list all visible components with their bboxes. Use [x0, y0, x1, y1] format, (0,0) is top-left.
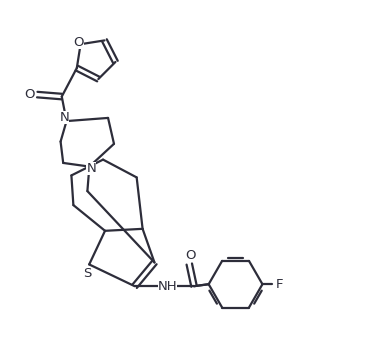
Text: S: S — [83, 267, 91, 280]
Text: N: N — [60, 112, 69, 124]
Text: O: O — [185, 249, 195, 262]
Text: NH: NH — [158, 280, 177, 293]
Text: N: N — [87, 162, 96, 175]
Text: F: F — [275, 278, 283, 291]
Text: O: O — [73, 36, 84, 49]
Text: O: O — [24, 88, 34, 101]
